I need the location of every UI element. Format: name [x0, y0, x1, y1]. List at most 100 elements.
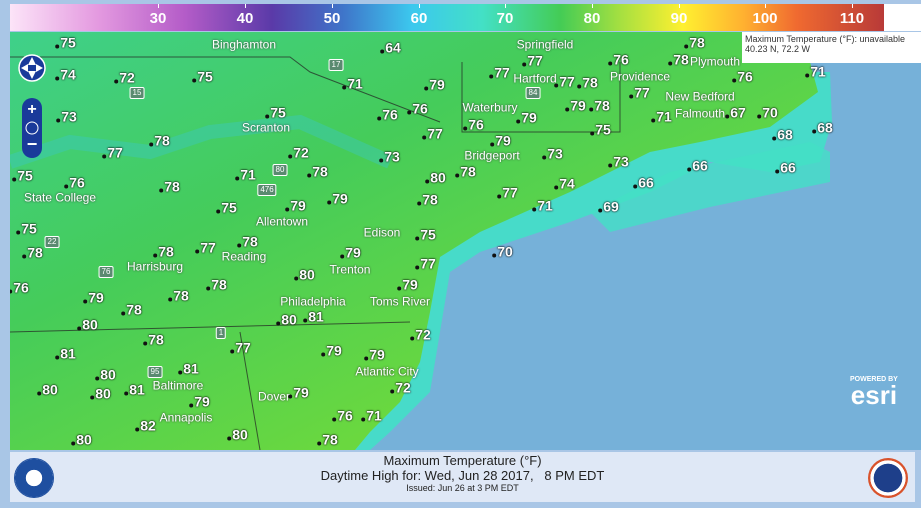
temperature-point[interactable]: 79 — [285, 197, 306, 214]
temperature-point[interactable]: 71 — [361, 407, 382, 424]
pan-down-icon[interactable] — [28, 71, 36, 79]
temperature-point[interactable]: 78 — [22, 244, 43, 261]
pan-right-icon[interactable] — [36, 64, 43, 72]
temperature-point[interactable]: 77 — [230, 339, 251, 356]
temperature-point[interactable]: 79 — [340, 244, 361, 261]
temperature-point[interactable]: 69 — [598, 198, 619, 215]
zoom-out-icon[interactable]: − — [27, 134, 38, 154]
temperature-point[interactable]: 81 — [303, 308, 324, 325]
temperature-point[interactable]: 75 — [192, 68, 213, 85]
temperature-point[interactable]: 78 — [577, 74, 598, 91]
temperature-point[interactable]: 80 — [227, 426, 248, 443]
temperature-point[interactable]: 78 — [149, 132, 170, 149]
temperature-point[interactable]: 72 — [114, 69, 135, 86]
temperature-point[interactable]: 66 — [633, 174, 654, 191]
temperature-point[interactable]: 76 — [377, 106, 398, 123]
temperature-point[interactable]: 70 — [757, 104, 778, 121]
temperature-point[interactable]: 79 — [565, 97, 586, 114]
temperature-point[interactable]: 71 — [805, 63, 826, 80]
temperature-point[interactable]: 74 — [55, 66, 76, 83]
temperature-point[interactable]: 79 — [288, 384, 309, 401]
temperature-point[interactable]: 77 — [554, 73, 575, 90]
temperature-point[interactable]: 78 — [455, 163, 476, 180]
temperature-point[interactable]: 80 — [37, 381, 58, 398]
temperature-point[interactable]: 81 — [178, 360, 199, 377]
temperature-point[interactable]: 77 — [629, 84, 650, 101]
temperature-point[interactable]: 73 — [542, 145, 563, 162]
temperature-point[interactable]: 78 — [668, 51, 689, 68]
temperature-point[interactable]: 79 — [424, 76, 445, 93]
temperature-point[interactable]: 76 — [332, 407, 353, 424]
temperature-point[interactable]: 80 — [71, 431, 92, 448]
temperature-point[interactable]: 71 — [532, 197, 553, 214]
temperature-point[interactable]: 77 — [415, 255, 436, 272]
temperature-point[interactable]: 74 — [554, 175, 575, 192]
temperature-point[interactable]: 81 — [124, 381, 145, 398]
temperature-point[interactable]: 76 — [10, 279, 29, 296]
temperature-point[interactable]: 80 — [425, 169, 446, 186]
noaa-logo[interactable] — [14, 458, 54, 498]
temperature-point[interactable]: 82 — [135, 417, 156, 434]
temperature-point[interactable]: 78 — [417, 191, 438, 208]
temperature-point[interactable]: 78 — [121, 301, 142, 318]
temperature-point[interactable]: 77 — [102, 144, 123, 161]
esri-logo[interactable]: POWERED BY esri — [850, 376, 898, 408]
temperature-point[interactable]: 75 — [590, 121, 611, 138]
temperature-point[interactable]: 73 — [608, 153, 629, 170]
temperature-point[interactable]: 79 — [189, 393, 210, 410]
temperature-point[interactable]: 77 — [422, 125, 443, 142]
temperature-point[interactable]: 75 — [265, 104, 286, 121]
pan-left-icon[interactable] — [21, 64, 28, 72]
temperature-point[interactable]: 79 — [516, 109, 537, 126]
temperature-point[interactable]: 68 — [812, 119, 833, 136]
temperature-point[interactable]: 71 — [342, 75, 363, 92]
temperature-point[interactable]: 80 — [90, 385, 111, 402]
temperature-point[interactable]: 76 — [608, 51, 629, 68]
nws-logo[interactable] — [868, 458, 908, 498]
temperature-point[interactable]: 78 — [684, 34, 705, 51]
temperature-point[interactable]: 76 — [64, 174, 85, 191]
temperature-point[interactable]: 79 — [490, 132, 511, 149]
temperature-point[interactable]: 75 — [12, 167, 33, 184]
temperature-point[interactable]: 78 — [159, 178, 180, 195]
globe-icon[interactable] — [25, 121, 39, 135]
temperature-point[interactable]: 77 — [489, 64, 510, 81]
temperature-point[interactable]: 71 — [235, 166, 256, 183]
temperature-point[interactable]: 72 — [410, 326, 431, 343]
temperature-point[interactable]: 79 — [327, 190, 348, 207]
temperature-point[interactable]: 80 — [77, 316, 98, 333]
temperature-point[interactable]: 73 — [56, 108, 77, 125]
temperature-point[interactable]: 80 — [294, 266, 315, 283]
temperature-point[interactable]: 79 — [397, 276, 418, 293]
pan-up-icon[interactable] — [28, 57, 36, 65]
temperature-point[interactable]: 73 — [379, 148, 400, 165]
temperature-point[interactable]: 75 — [415, 226, 436, 243]
temperature-point[interactable]: 68 — [772, 126, 793, 143]
temperature-point[interactable]: 75 — [55, 34, 76, 51]
zoom-in-icon[interactable]: + — [27, 101, 36, 118]
temperature-point[interactable]: 78 — [307, 163, 328, 180]
temperature-point[interactable]: 71 — [651, 108, 672, 125]
temperature-point[interactable]: 76 — [407, 100, 428, 117]
temperature-point[interactable]: 67 — [725, 104, 746, 121]
temperature-point[interactable]: 64 — [380, 39, 401, 56]
temperature-point[interactable]: 78 — [206, 276, 227, 293]
temperature-point[interactable]: 75 — [216, 199, 237, 216]
temperature-point[interactable]: 66 — [775, 159, 796, 176]
map-canvas[interactable]: 17 15 80 476 84 22 76 1 95 Binghamton Springfield H… — [10, 32, 921, 450]
temperature-point[interactable]: 77 — [195, 239, 216, 256]
temperature-point[interactable]: 80 — [276, 311, 297, 328]
temperature-point[interactable]: 80 — [95, 366, 116, 383]
temperature-point[interactable]: 78 — [237, 233, 258, 250]
temperature-point[interactable]: 78 — [153, 243, 174, 260]
temperature-point[interactable]: 70 — [492, 243, 513, 260]
temperature-point[interactable]: 78 — [168, 287, 189, 304]
temperature-point[interactable]: 78 — [143, 331, 164, 348]
temperature-point[interactable]: 79 — [83, 289, 104, 306]
temperature-point[interactable]: 76 — [732, 68, 753, 85]
temperature-point[interactable]: 79 — [321, 342, 342, 359]
temperature-point[interactable]: 75 — [16, 220, 37, 237]
temperature-point[interactable]: 77 — [497, 184, 518, 201]
temperature-point[interactable]: 72 — [390, 379, 411, 396]
temperature-point[interactable]: 81 — [55, 345, 76, 362]
